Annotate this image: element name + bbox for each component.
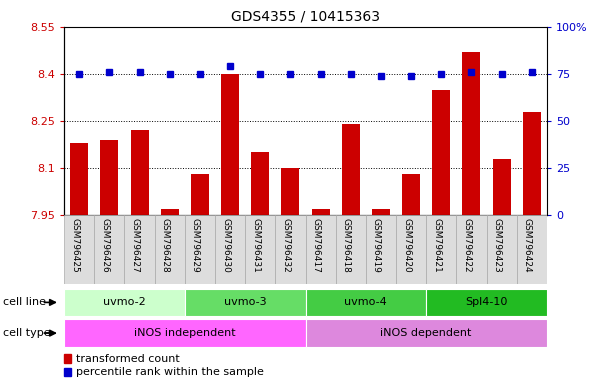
- Bar: [342, 124, 360, 384]
- FancyBboxPatch shape: [64, 319, 306, 347]
- FancyBboxPatch shape: [335, 215, 366, 284]
- Bar: [523, 112, 541, 384]
- FancyBboxPatch shape: [306, 289, 426, 316]
- Text: percentile rank within the sample: percentile rank within the sample: [76, 367, 264, 377]
- FancyBboxPatch shape: [276, 215, 306, 284]
- Text: GSM796432: GSM796432: [282, 218, 290, 273]
- FancyBboxPatch shape: [155, 215, 185, 284]
- FancyBboxPatch shape: [245, 215, 276, 284]
- Bar: [251, 152, 269, 384]
- Text: GSM796430: GSM796430: [221, 218, 230, 273]
- FancyBboxPatch shape: [426, 289, 547, 316]
- FancyBboxPatch shape: [426, 215, 456, 284]
- FancyBboxPatch shape: [456, 215, 486, 284]
- Text: iNOS independent: iNOS independent: [134, 328, 236, 338]
- Bar: [463, 52, 480, 384]
- Text: GSM796426: GSM796426: [100, 218, 109, 273]
- FancyBboxPatch shape: [185, 215, 215, 284]
- FancyBboxPatch shape: [396, 215, 426, 284]
- Text: GSM796418: GSM796418: [342, 218, 351, 273]
- Text: cell line: cell line: [3, 297, 46, 308]
- FancyBboxPatch shape: [94, 215, 125, 284]
- Text: uvmo-4: uvmo-4: [345, 297, 387, 308]
- Bar: [372, 209, 390, 384]
- Text: GDS4355 / 10415363: GDS4355 / 10415363: [231, 10, 380, 23]
- Bar: [191, 174, 209, 384]
- Text: GSM796427: GSM796427: [131, 218, 139, 273]
- FancyBboxPatch shape: [64, 215, 94, 284]
- Text: Spl4-10: Spl4-10: [466, 297, 508, 308]
- Bar: [100, 140, 119, 384]
- Bar: [312, 209, 330, 384]
- FancyBboxPatch shape: [366, 215, 396, 284]
- Text: uvmo-3: uvmo-3: [224, 297, 266, 308]
- Text: GSM796420: GSM796420: [402, 218, 411, 273]
- Text: GSM796421: GSM796421: [432, 218, 441, 273]
- FancyBboxPatch shape: [306, 215, 335, 284]
- Text: uvmo-2: uvmo-2: [103, 297, 146, 308]
- FancyBboxPatch shape: [185, 289, 306, 316]
- Text: GSM796423: GSM796423: [492, 218, 502, 273]
- Text: GSM796422: GSM796422: [463, 218, 472, 273]
- FancyBboxPatch shape: [486, 215, 517, 284]
- FancyBboxPatch shape: [306, 319, 547, 347]
- Text: GSM796428: GSM796428: [161, 218, 170, 273]
- Text: GSM796429: GSM796429: [191, 218, 200, 273]
- Text: transformed count: transformed count: [76, 354, 180, 364]
- Bar: [282, 168, 299, 384]
- Bar: [161, 209, 179, 384]
- Bar: [402, 174, 420, 384]
- Text: iNOS dependent: iNOS dependent: [381, 328, 472, 338]
- FancyBboxPatch shape: [64, 289, 185, 316]
- Bar: [131, 130, 148, 384]
- FancyBboxPatch shape: [215, 215, 245, 284]
- Text: GSM796425: GSM796425: [70, 218, 79, 273]
- Bar: [221, 74, 239, 384]
- Text: GSM796424: GSM796424: [523, 218, 532, 273]
- Bar: [432, 89, 450, 384]
- Text: GSM796431: GSM796431: [251, 218, 260, 273]
- Bar: [492, 159, 511, 384]
- Text: GSM796417: GSM796417: [312, 218, 321, 273]
- Text: GSM796419: GSM796419: [372, 218, 381, 273]
- FancyBboxPatch shape: [125, 215, 155, 284]
- Text: cell type: cell type: [3, 328, 51, 338]
- Bar: [70, 143, 89, 384]
- FancyBboxPatch shape: [517, 215, 547, 284]
